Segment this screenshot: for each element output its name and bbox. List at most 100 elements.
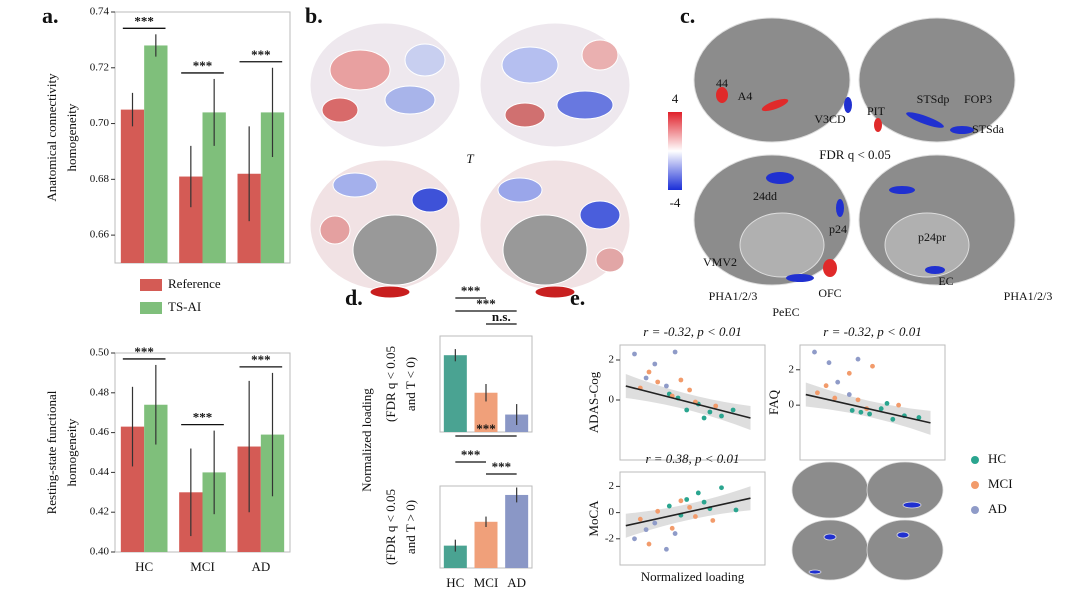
scatter-point (678, 498, 684, 504)
legend-marker (971, 456, 979, 464)
scatter-point (884, 400, 890, 406)
y-tick-label: 0.40 (90, 546, 110, 558)
y-tick-label: 0.72 (90, 61, 109, 73)
scatter-point (707, 409, 713, 415)
trend-line (805, 393, 931, 424)
scatter-point (890, 416, 896, 422)
region-label: V3CD (814, 112, 846, 126)
scatter-point (678, 377, 684, 383)
y-axis-label: homogeneity (64, 418, 79, 486)
y-axis-label: Anatomical connectivity (44, 73, 59, 202)
scatter-point (632, 351, 637, 357)
region-label: p24 (829, 222, 847, 236)
y-axis-label: FAQ (766, 389, 781, 415)
y-tick-label: 0.74 (90, 6, 110, 18)
brain-thumbnail (791, 461, 944, 581)
scatter-point (652, 520, 658, 526)
scatter-point (730, 407, 736, 413)
scatter-point (684, 497, 690, 502)
region-label: PHA1/2/3 (1004, 289, 1053, 303)
panel-letter: a. (42, 3, 59, 28)
scatter-point (916, 415, 922, 420)
y-tick-label: 0.66 (90, 229, 110, 241)
y-axis-label: homogeneity (64, 103, 79, 171)
x-axis-label: Normalized loading (641, 569, 745, 584)
scatter-point (878, 406, 884, 412)
x-tick-label: HC (135, 559, 153, 574)
y-axis-label: and T < 0) (403, 357, 418, 411)
region-label: EC (938, 274, 953, 288)
region-label: STSdp (917, 92, 950, 106)
trend-line (625, 385, 751, 419)
brain-significant-regions (693, 17, 1016, 286)
bar (120, 109, 145, 263)
scatter-point (846, 370, 852, 376)
significance-label: *** (251, 352, 271, 367)
scatter-point (713, 403, 719, 409)
y-tick-label: 0.46 (90, 426, 110, 438)
region-label: A4 (738, 89, 753, 103)
panel-letter: d. (345, 285, 363, 310)
colorbar (668, 112, 682, 190)
legend-label: HC (988, 451, 1006, 466)
trend-line (625, 497, 751, 527)
region-label: PIT (867, 104, 886, 118)
threshold-label: FDR q < 0.05 (819, 147, 891, 162)
scatter-point (664, 546, 669, 552)
brain-t-map (309, 22, 631, 299)
scatter-point (637, 516, 643, 522)
scatter-point (646, 541, 652, 547)
y-axis-label: (FDR q < 0.05 (383, 346, 398, 422)
legend-marker (971, 481, 979, 489)
significance-label: *** (476, 296, 496, 311)
panel-letter: b. (305, 3, 323, 28)
y-axis-label: MoCA (586, 500, 601, 537)
x-tick-label: MCI (190, 559, 215, 574)
scatter-point (701, 499, 707, 505)
scatter-point (655, 379, 661, 385)
scatter-point (684, 407, 690, 413)
region-label: FOP3 (964, 92, 992, 106)
scatter-point (669, 525, 675, 531)
scatter-point (643, 527, 649, 533)
bar (443, 355, 467, 432)
region-label: 24dd (753, 189, 777, 203)
y-tick-label: 0.70 (90, 117, 110, 129)
region-patch (716, 87, 974, 282)
significance-label: n.s. (492, 309, 511, 324)
bar (260, 112, 285, 264)
y-axis-label: and T > 0) (403, 500, 418, 554)
colorbar-label: -4 (670, 195, 681, 210)
scatter-point (855, 356, 861, 362)
bar (144, 404, 168, 552)
scatter-point (643, 375, 649, 381)
region-label: PHA1/2/3 (709, 289, 758, 303)
bar (144, 45, 168, 263)
significance-label: *** (461, 447, 481, 462)
scatter-point (855, 397, 861, 403)
scatter-point (832, 395, 838, 401)
significance-label: *** (476, 421, 496, 436)
y-tick-label: 2 (789, 363, 795, 375)
scatter-point (655, 508, 661, 514)
chart-title: r = -0.32, p < 0.01 (823, 324, 921, 339)
scatter-point (815, 390, 820, 396)
legend-swatch (140, 279, 162, 291)
bar (179, 176, 203, 263)
scatter-point (823, 383, 829, 389)
y-tick-label: 2 (609, 354, 615, 366)
region-label: PeEC (772, 305, 799, 319)
bar (443, 545, 467, 568)
scatter-point (826, 360, 832, 366)
scatter-point (812, 349, 817, 355)
scatter-point (652, 361, 658, 367)
significance-label: *** (492, 459, 512, 474)
significance-label: *** (193, 58, 213, 73)
x-tick-label: MCI (474, 575, 499, 590)
region-label: p24pr (918, 230, 946, 244)
y-tick-label: 0.50 (90, 347, 110, 359)
significance-label: *** (134, 344, 154, 359)
y-tick-label: 0.44 (90, 466, 110, 478)
x-tick-label: AD (251, 559, 270, 574)
